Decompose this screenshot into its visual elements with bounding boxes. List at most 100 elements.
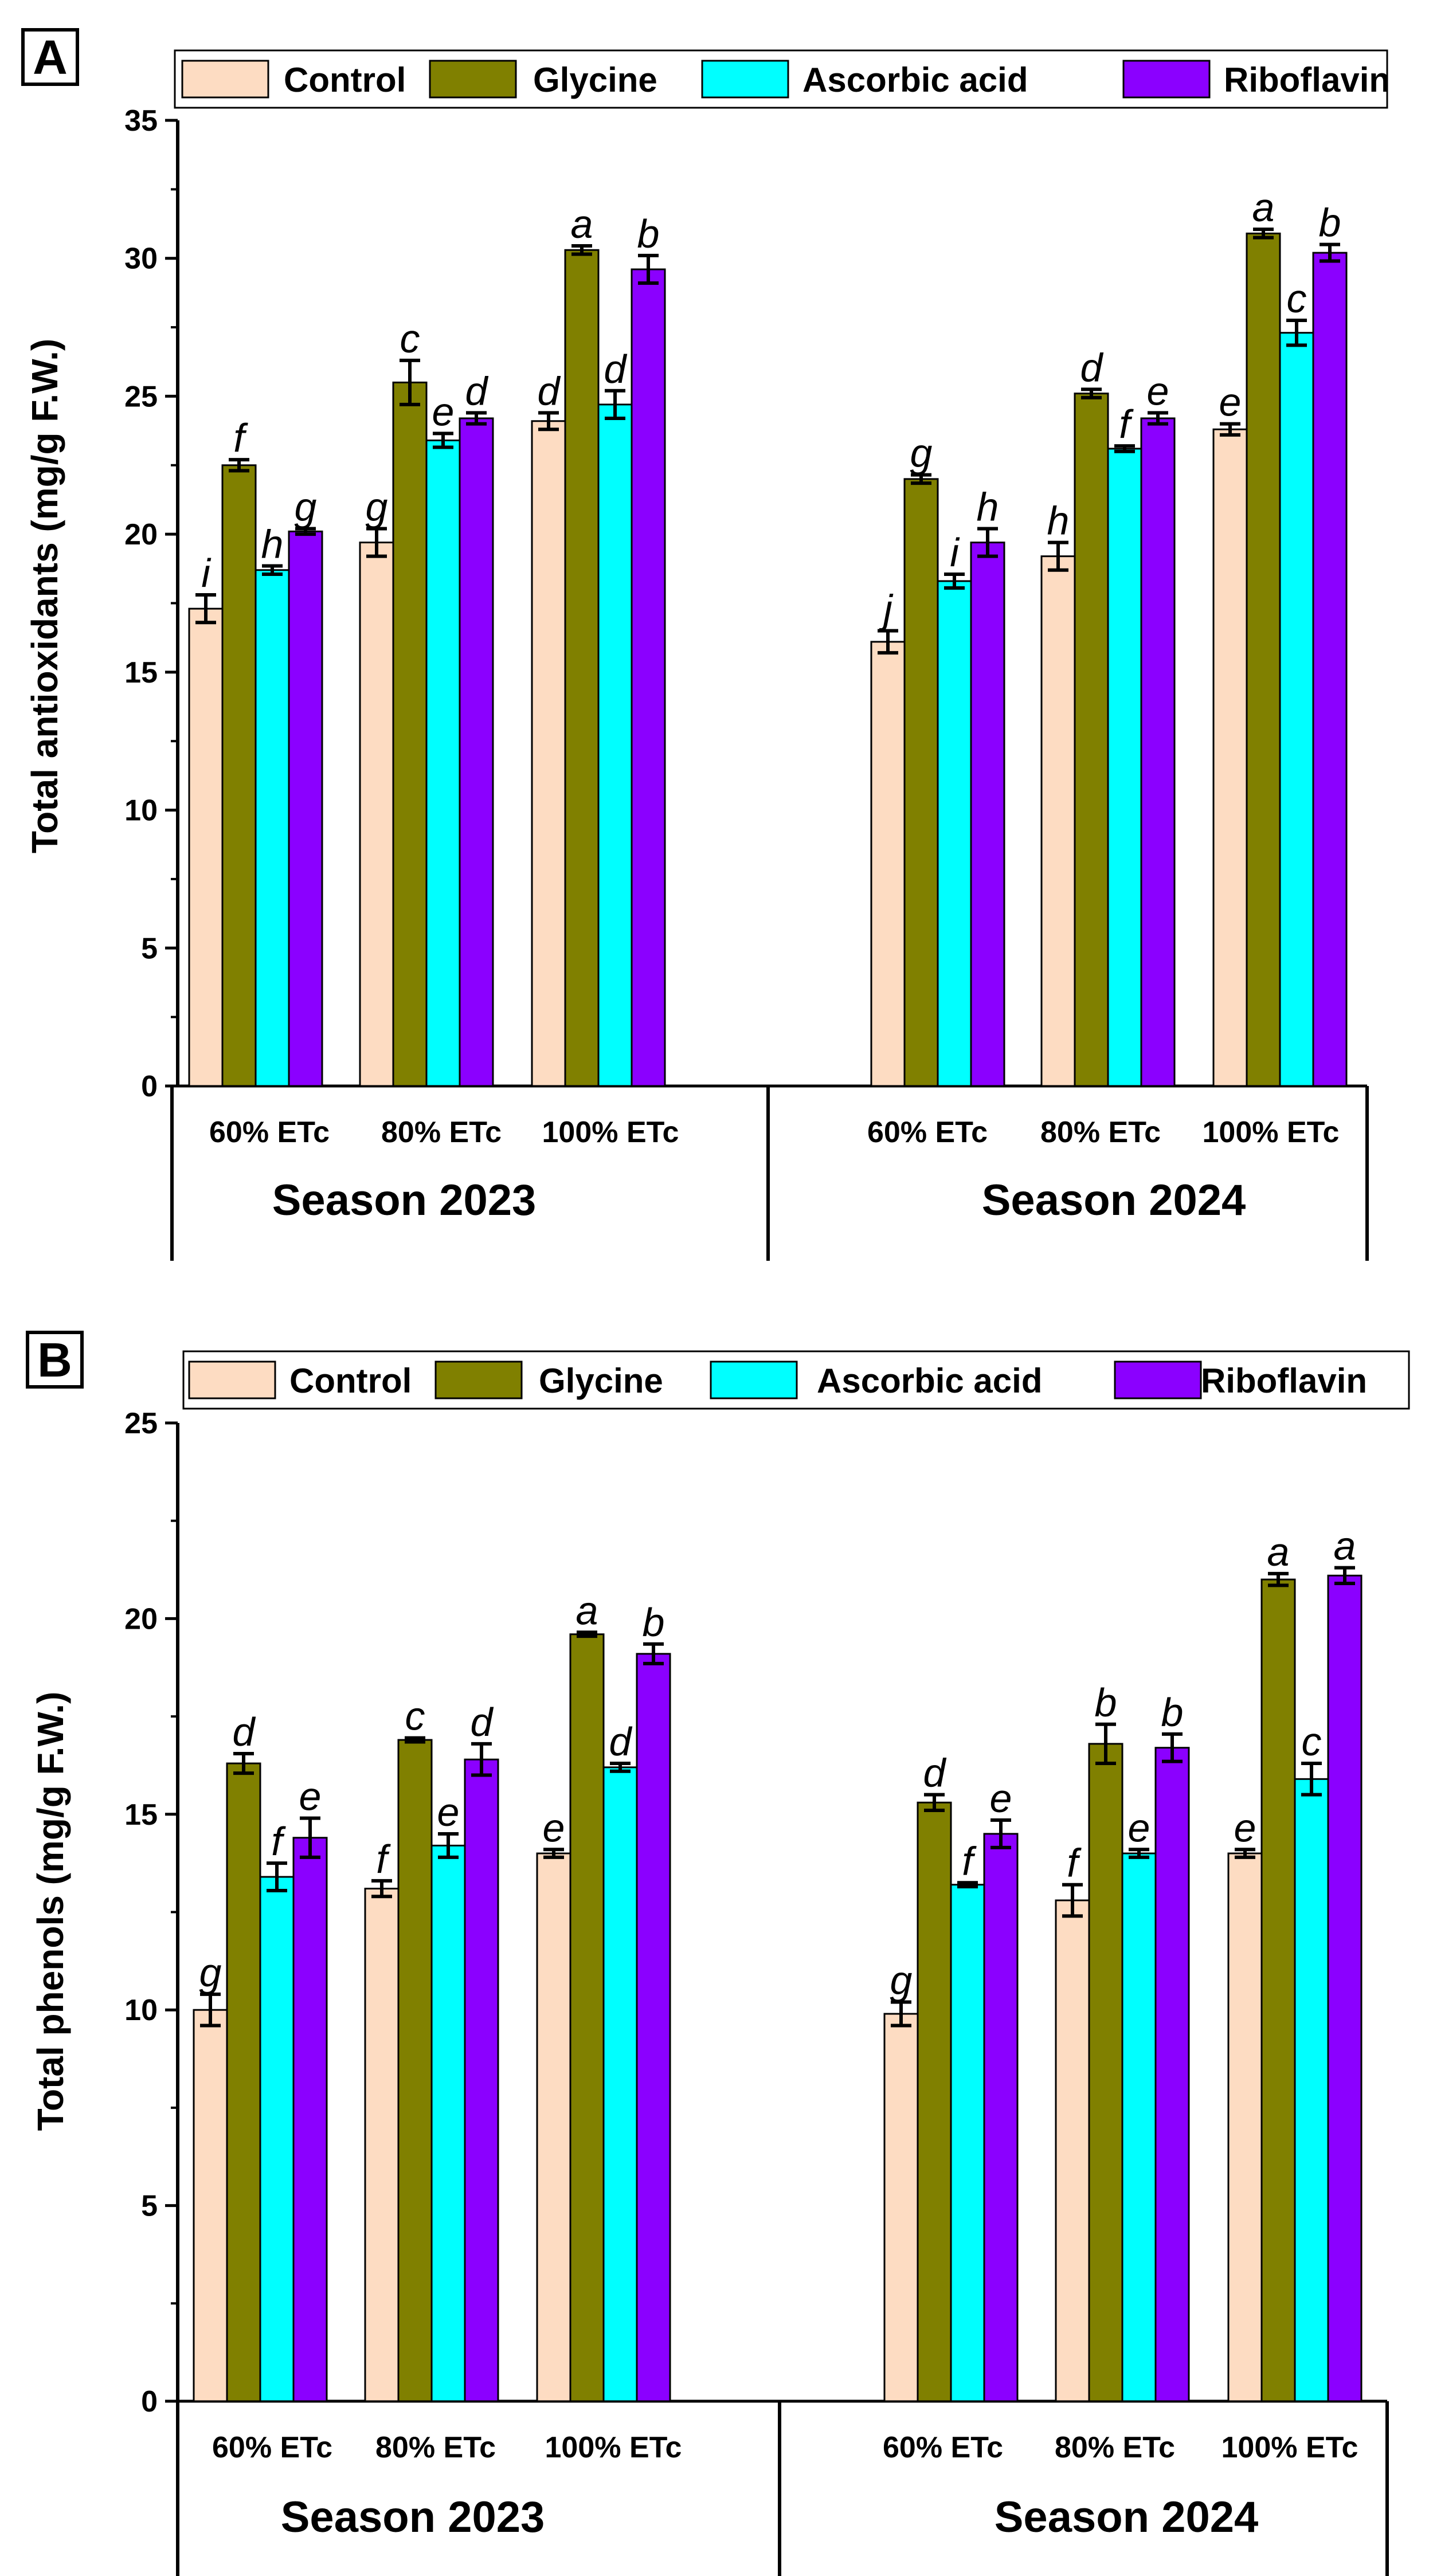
bar (288, 530, 323, 1087)
panel-label-box (21, 28, 79, 86)
legend-swatch (434, 1360, 523, 1399)
chart-panel-A: A Control Glycine Ascorbic acid Riboflavin 0 5… (21, 28, 1390, 1261)
legend-label: Ascorbic acid (802, 61, 1028, 99)
legend-swatch (701, 60, 789, 99)
bar (1327, 1574, 1363, 2402)
x-category-label: 60% ETc (883, 2431, 1003, 2464)
bar (193, 2009, 228, 2402)
bar (536, 1852, 571, 2402)
significance-letter: j (879, 587, 894, 632)
significance-letter: h (1047, 499, 1070, 543)
x-category-label: 100% ETc (542, 1116, 679, 1149)
season-label: Season 2024 (995, 2493, 1259, 2542)
x-category-label: 80% ETc (375, 2431, 496, 2464)
x-category-label: 100% ETc (1221, 2431, 1358, 2464)
significance-letter: g (890, 1958, 913, 2003)
significance-letter: e (437, 1790, 460, 1834)
significance-letter: f (271, 1819, 286, 1864)
bar (188, 607, 224, 1087)
bar (397, 1739, 433, 2402)
bar (564, 249, 600, 1087)
bar (392, 381, 428, 1087)
significance-letter: e (1128, 1805, 1150, 1850)
significance-letter: e (432, 389, 455, 434)
y-tick-label: 35 (124, 104, 158, 138)
significance-letter: g (199, 1950, 222, 1995)
y-tick-label: 15 (124, 656, 158, 689)
bar (1260, 1578, 1296, 2402)
bar (292, 1837, 328, 2402)
legend-label: Ascorbic acid (817, 1362, 1043, 1400)
bar (950, 1884, 985, 2402)
legend-swatch (188, 1360, 276, 1399)
bar (602, 1766, 638, 2402)
bar (1212, 428, 1248, 1087)
significance-letter: b (1095, 1680, 1117, 1725)
bar (1055, 1899, 1090, 2402)
significance-letter: i (950, 530, 960, 575)
season-label: Season 2023 (281, 2493, 545, 2542)
bar (364, 1888, 400, 2402)
y-axis: 0 5 10 15 20 25 (124, 1407, 1387, 2418)
significance-letter: f (1119, 402, 1134, 446)
bar (464, 1758, 499, 2402)
significance-letter: d (609, 1719, 633, 1764)
y-tick-label: 10 (124, 794, 158, 828)
bar (459, 417, 494, 1087)
legend-label: Glycine (533, 61, 657, 99)
significance-letter: f (233, 415, 248, 460)
significance-letter: e (299, 1774, 322, 1819)
y-axis-title: Total antioxidants (mg/g F.W.) (24, 339, 65, 853)
significance-letter: a (1334, 1524, 1356, 1569)
significance-letter: d (471, 1700, 494, 1744)
significance-letter: d (923, 1751, 947, 1795)
bar (1107, 448, 1142, 1087)
x-category-label: 60% ETc (867, 1116, 988, 1149)
significance-letter: h (261, 522, 284, 567)
significance-letter: e (1219, 380, 1242, 425)
bar (883, 2013, 919, 2402)
y-tick-label: 0 (141, 1070, 158, 1103)
x-category-label: 80% ETc (1055, 2431, 1175, 2464)
significance-letter: b (1319, 201, 1341, 245)
significance-letter: a (1252, 185, 1275, 230)
x-category-label: 80% ETc (381, 1116, 502, 1149)
significance-letter: g (295, 485, 317, 530)
y-tick-label: 25 (124, 380, 158, 413)
y-axis-title: Total phenols (mg/g F.W.) (30, 1692, 71, 2131)
significance-letter: e (1234, 1805, 1256, 1850)
significance-letter: a (1267, 1530, 1290, 1574)
bar (917, 1801, 952, 2402)
significance-letter: c (400, 316, 420, 361)
significance-letter: c (1287, 276, 1307, 321)
bar (531, 420, 566, 1087)
bar (425, 439, 461, 1087)
x-category-label: 80% ETc (1040, 1116, 1161, 1149)
bar (359, 542, 394, 1087)
bar (937, 580, 972, 1087)
y-tick-label: 15 (124, 1798, 158, 1832)
significance-letter: d (233, 1710, 256, 1754)
bar (1040, 555, 1076, 1087)
legend-swatch (710, 1360, 798, 1399)
significance-letter: b (643, 1600, 665, 1645)
bar (1312, 252, 1348, 1087)
season-label: Season 2024 (982, 1176, 1246, 1225)
y-tick-label: 5 (141, 932, 158, 965)
y-tick-label: 5 (141, 2190, 158, 2223)
significance-letter: b (1161, 1690, 1184, 1735)
legend-swatch (1114, 1360, 1202, 1399)
bar (430, 1844, 466, 2402)
legend-swatch (429, 60, 517, 99)
legend-label: Riboflavin (1224, 61, 1390, 99)
bar (255, 569, 290, 1087)
season-label: Season 2023 (272, 1176, 537, 1225)
y-tick-label: 10 (124, 1994, 158, 2027)
significance-letter: e (990, 1776, 1012, 1821)
bar (1279, 332, 1314, 1087)
y-tick-label: 20 (124, 518, 158, 551)
